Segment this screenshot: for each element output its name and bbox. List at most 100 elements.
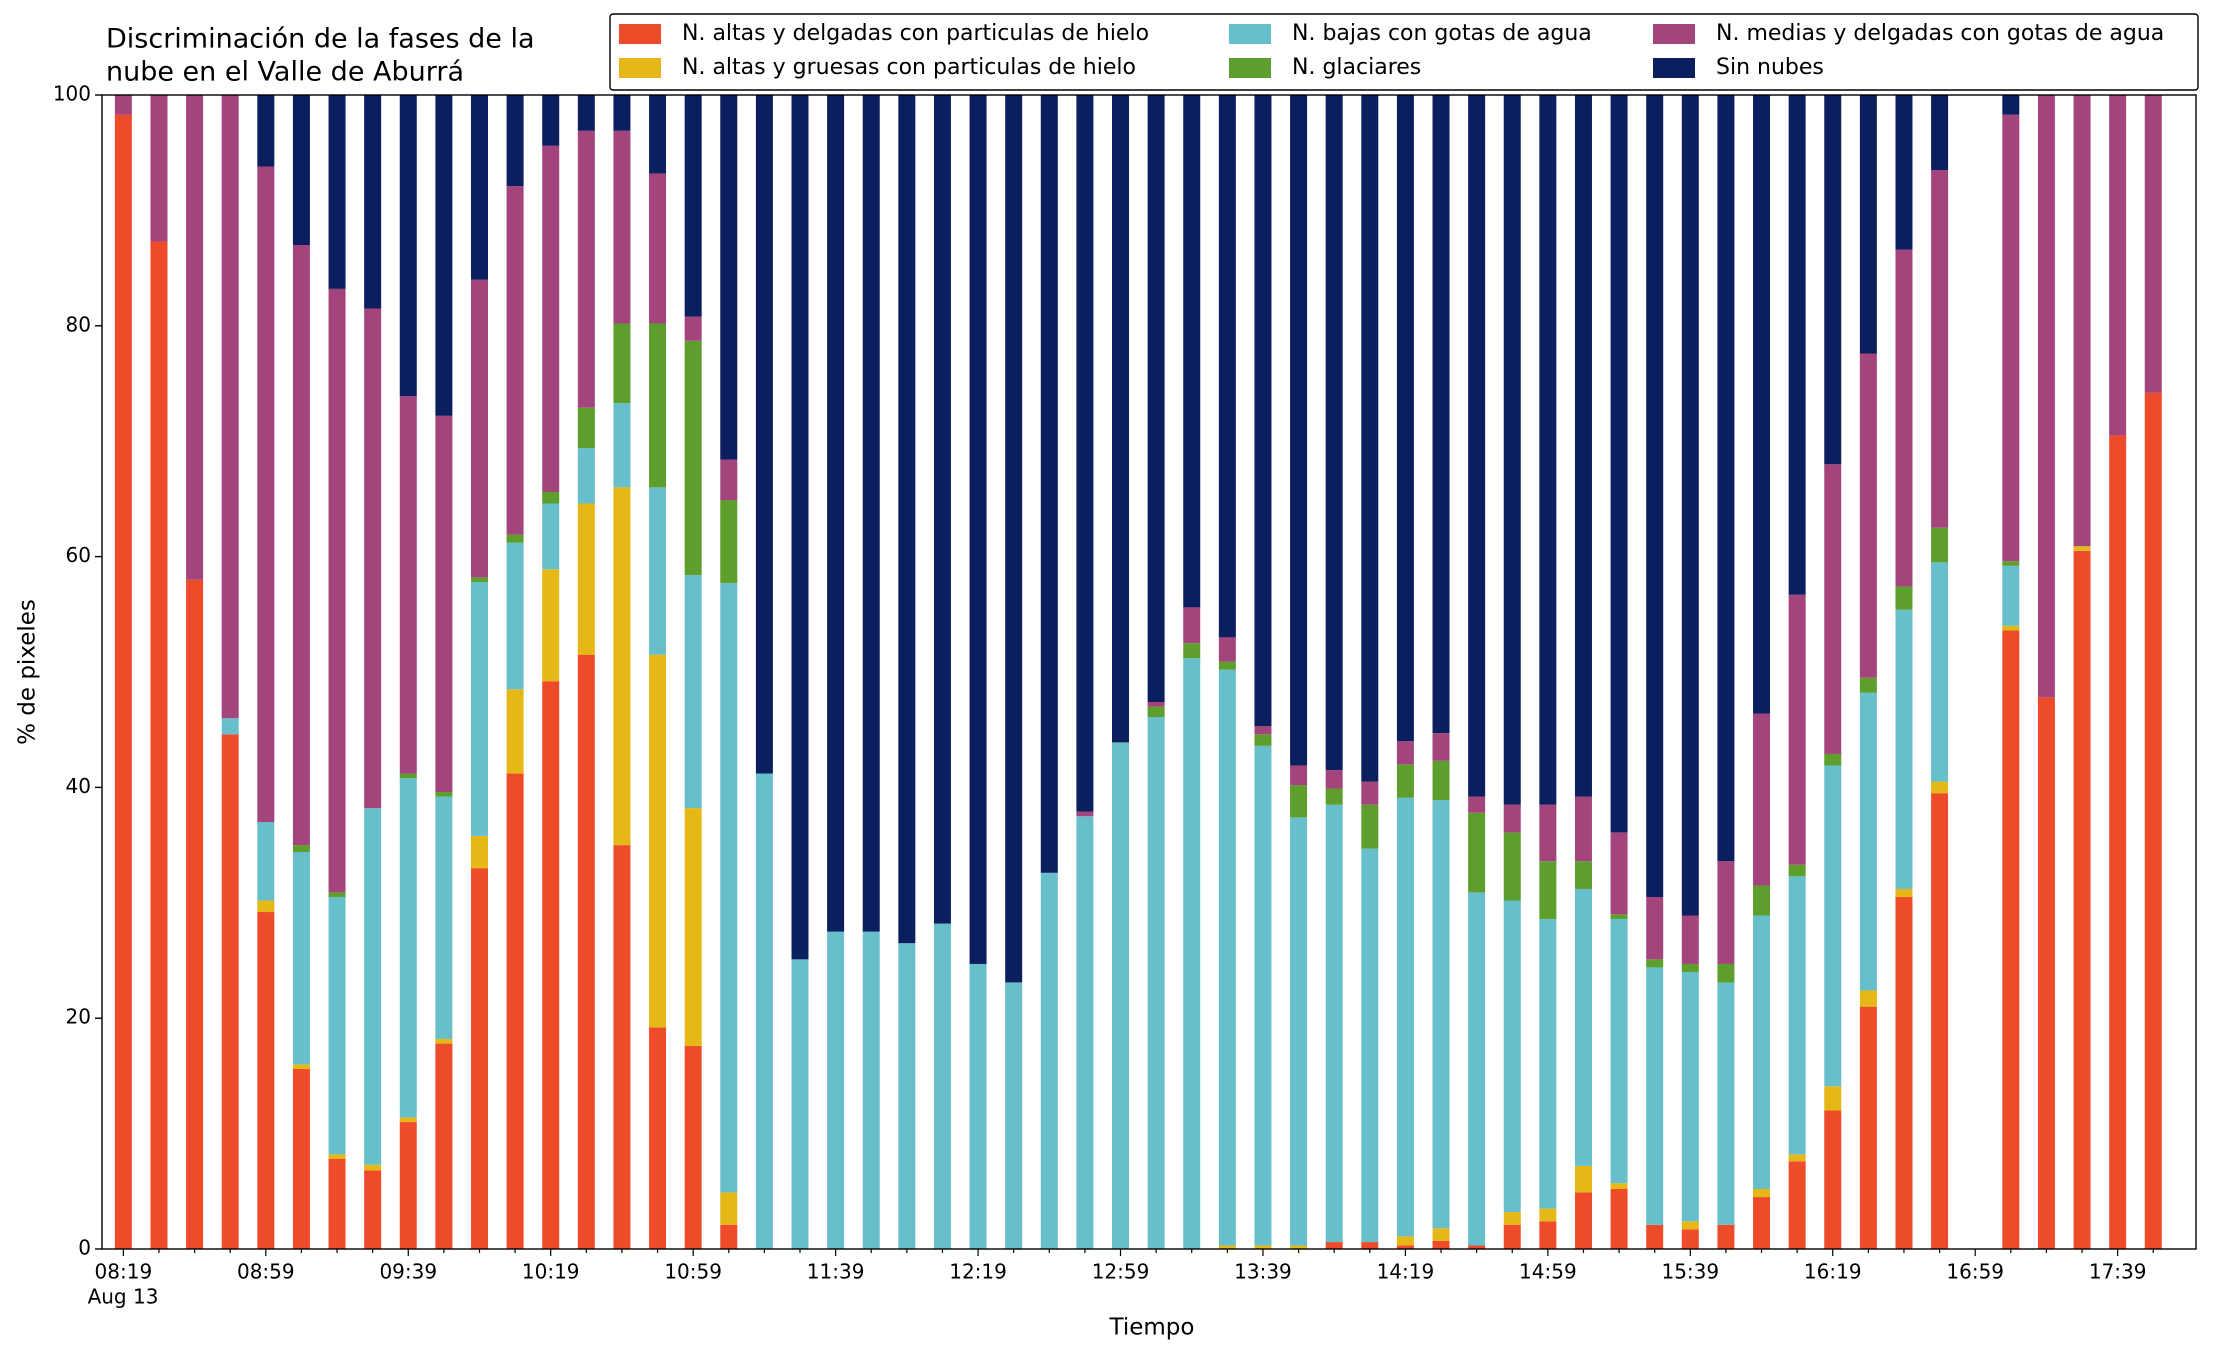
y-axis-label: % de pixeles xyxy=(15,599,41,745)
bar-segment xyxy=(1040,872,1058,1249)
bar-segment xyxy=(1183,607,1201,644)
bar-segment xyxy=(1788,95,1806,595)
bar-segment xyxy=(1681,1229,1699,1249)
bar-segment xyxy=(1646,897,1664,960)
legend-swatch xyxy=(1653,58,1695,78)
bar-segment xyxy=(399,396,417,774)
bar-segment xyxy=(684,1045,702,1249)
bar-segment xyxy=(1895,586,1913,610)
bar-segment xyxy=(1931,562,1949,782)
bar-segment xyxy=(1218,1245,1236,1249)
bar-segment xyxy=(1254,1245,1272,1249)
bar-segment xyxy=(933,95,951,924)
bar-segment xyxy=(399,1117,417,1123)
bar-segment xyxy=(1610,1183,1628,1189)
bar-segment xyxy=(1539,1221,1557,1249)
x-tick-label: 17:39 xyxy=(2089,1260,2147,1284)
bar-segment xyxy=(1396,764,1414,798)
bar-segment xyxy=(1895,95,1913,250)
bar-segment xyxy=(542,95,560,146)
bar-segment xyxy=(1290,95,1308,766)
bar-segment xyxy=(649,487,667,655)
bar-segment xyxy=(2144,95,2162,393)
bar-segment xyxy=(435,1043,453,1249)
bar-segment xyxy=(2073,550,2091,1249)
bar-segment xyxy=(2073,95,2091,547)
bar-segment xyxy=(1147,702,1165,707)
bar-segment xyxy=(1753,1197,1771,1249)
bar-segment xyxy=(1859,95,1877,354)
bar-segment xyxy=(1396,741,1414,765)
bar-segment xyxy=(292,245,310,846)
bar-segment xyxy=(221,718,239,735)
bar-segment xyxy=(1753,1188,1771,1198)
bar-segment xyxy=(257,912,275,1249)
x-tick-label: 10:19 xyxy=(522,1260,580,1284)
bar-segment xyxy=(1788,1161,1806,1249)
x-tick-label: 12:59 xyxy=(1092,1260,1150,1284)
bar-segment xyxy=(1432,95,1450,734)
bar-segment xyxy=(257,95,275,167)
date-label: Aug 13 xyxy=(88,1285,159,1309)
bar-segment xyxy=(506,534,524,543)
bar-segment xyxy=(649,173,667,324)
bar-segment xyxy=(292,852,310,1065)
bar-segment xyxy=(720,1224,738,1249)
bar-segment xyxy=(898,95,916,944)
bar-segment xyxy=(1788,594,1806,865)
bar-segment xyxy=(2002,565,2020,626)
bar-segment xyxy=(1396,797,1414,1237)
bar-segment xyxy=(720,95,738,460)
x-tick-label: 12:19 xyxy=(949,1260,1007,1284)
bar-segment xyxy=(1432,733,1450,761)
bar-segment xyxy=(2109,95,2127,436)
bar-segment xyxy=(613,130,631,324)
bar-segment xyxy=(827,95,845,932)
bar-segment xyxy=(720,500,738,584)
bar-segment xyxy=(1254,726,1272,735)
bar-segment xyxy=(542,503,560,570)
bar-segment xyxy=(1931,527,1949,563)
bar-segment xyxy=(1325,788,1343,805)
bar-segment xyxy=(470,581,488,836)
bar-segment xyxy=(1254,745,1272,1246)
bar-segment xyxy=(328,892,346,898)
bar-segment xyxy=(1218,95,1236,638)
bar-segment xyxy=(435,796,453,1039)
bar-segment xyxy=(328,1158,346,1249)
bar-segment xyxy=(1005,982,1023,1249)
bar-segment xyxy=(2002,114,2020,562)
bar-segment xyxy=(1432,1240,1450,1249)
bar-segment xyxy=(684,340,702,576)
bar-segment xyxy=(649,654,667,1028)
bar-segment xyxy=(649,95,667,174)
bar-segment xyxy=(186,95,204,580)
bar-segment xyxy=(1503,95,1521,805)
bar-segment xyxy=(1539,861,1557,919)
bar-segment xyxy=(1574,796,1592,862)
bar-segment xyxy=(1539,1208,1557,1222)
bar-segment xyxy=(328,288,346,893)
y-tick-label: 80 xyxy=(66,312,91,336)
bar-segment xyxy=(1183,95,1201,608)
x-tick-label: 15:39 xyxy=(1661,1260,1719,1284)
bar-segment xyxy=(542,569,560,682)
bar-segment xyxy=(1859,692,1877,991)
bar-segment xyxy=(577,95,595,131)
bar-segment xyxy=(186,579,204,1249)
bar-segment xyxy=(1859,1006,1877,1249)
bar-segment xyxy=(221,734,239,1249)
bar-segment xyxy=(257,166,275,823)
bar-segment xyxy=(1290,1245,1308,1249)
bar-segment xyxy=(684,808,702,1046)
bar-segment xyxy=(506,542,524,690)
legend-label: N. altas y delgadas con particulas de hi… xyxy=(682,21,1149,46)
bar-segment xyxy=(542,491,560,504)
bar-segment xyxy=(1290,817,1308,1246)
x-tick-label: 09:39 xyxy=(379,1260,437,1284)
bar-segment xyxy=(1610,832,1628,915)
bar-segment xyxy=(1432,760,1450,801)
plot-frame xyxy=(101,94,2197,1250)
bar-segment xyxy=(1574,1165,1592,1193)
bar-segment xyxy=(2002,561,2020,566)
